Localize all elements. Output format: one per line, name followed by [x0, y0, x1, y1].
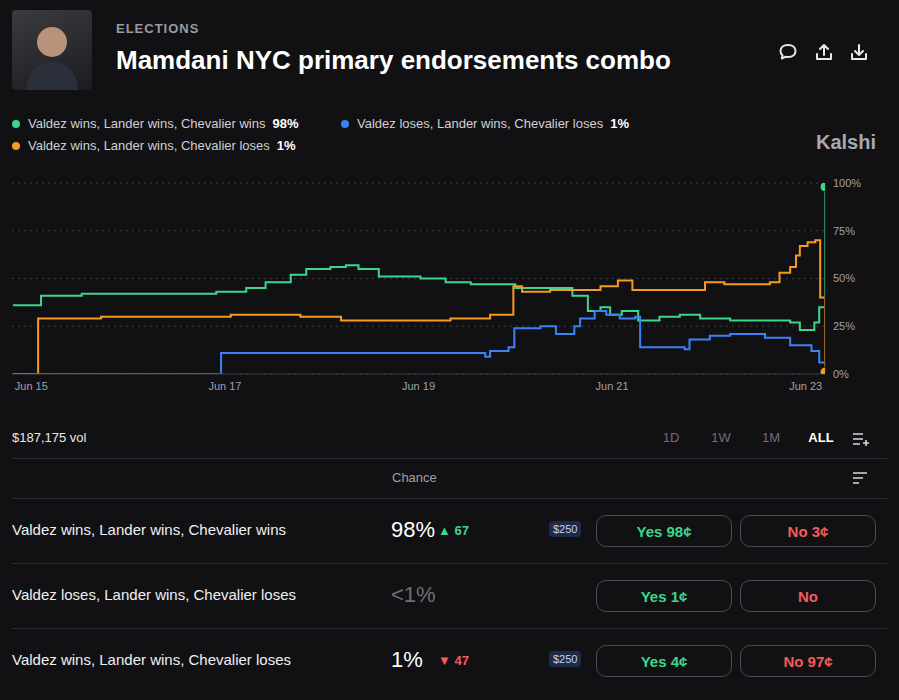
svg-text:75%: 75%	[833, 225, 855, 237]
svg-text:25%: 25%	[833, 320, 855, 332]
html-text:1%: 1%	[276, 138, 296, 153]
html-text:No 97¢: No 97¢	[783, 652, 833, 670]
svg-text:Jun 19: Jun 19	[402, 380, 435, 392]
svg-text:Jun 21: Jun 21	[596, 380, 629, 392]
html-text:1D: 1D	[662, 430, 680, 445]
svg-text:Jun 23: Jun 23	[789, 380, 822, 392]
html-text:Mamdani NYC primary endorsemen: Mamdani NYC primary endorsements combo	[116, 45, 671, 75]
html-text:ELECTIONS: ELECTIONS	[116, 21, 200, 36]
html-text:$250: $250	[553, 653, 578, 665]
html-text:Valdez loses, Lander wins, Che: Valdez loses, Lander wins, Chevalier los…	[12, 586, 296, 603]
html-text:No: No	[798, 587, 818, 605]
html-text:<1%: <1%	[391, 582, 436, 607]
html-text:Valdez wins, Lander wins, Chev: Valdez wins, Lander wins, Chevalier lose…	[12, 651, 291, 668]
svg-text:50%: 50%	[833, 272, 855, 284]
html-text:98%: 98%	[272, 116, 299, 131]
html-text:ALL: ALL	[808, 430, 834, 445]
svg-text:Jun 15: Jun 15	[15, 380, 48, 392]
html-text:1%: 1%	[610, 116, 629, 131]
html-text:Kalshi: Kalshi	[816, 131, 876, 153]
svg-text:100%: 100%	[833, 177, 861, 189]
html-text:Valdez wins, Lander wins, Chev: Valdez wins, Lander wins, Chevalier lose…	[28, 138, 270, 153]
html-text:Yes 4¢: Yes 4¢	[640, 652, 688, 670]
html-text:Chance: Chance	[392, 470, 437, 485]
html-text:Yes 1¢: Yes 1¢	[640, 587, 688, 605]
html-text:$187,175 vol: $187,175 vol	[12, 430, 87, 445]
html-text:Valdez loses, Lander wins, Che: Valdez loses, Lander wins, Chevalier los…	[357, 116, 604, 131]
html-text:No 3¢: No 3¢	[787, 522, 829, 540]
html-text:1W: 1W	[711, 430, 731, 445]
html-text:$250: $250	[553, 523, 578, 535]
html-text:Valdez wins, Lander wins, Chev: Valdez wins, Lander wins, Chevalier wins	[28, 116, 266, 131]
svg-text:Jun 17: Jun 17	[208, 380, 241, 392]
html-text:Valdez wins, Lander wins, Chev: Valdez wins, Lander wins, Chevalier wins	[12, 521, 286, 538]
html-text:Yes 98¢: Yes 98¢	[636, 522, 692, 540]
svg-text:0%: 0%	[833, 368, 849, 380]
html-text:▼ 47: ▼ 47	[438, 653, 469, 668]
html-text:1M: 1M	[762, 430, 780, 445]
html-text:1%: 1%	[391, 647, 423, 672]
html-text:98%▲ 67: 98%▲ 67	[391, 517, 469, 542]
